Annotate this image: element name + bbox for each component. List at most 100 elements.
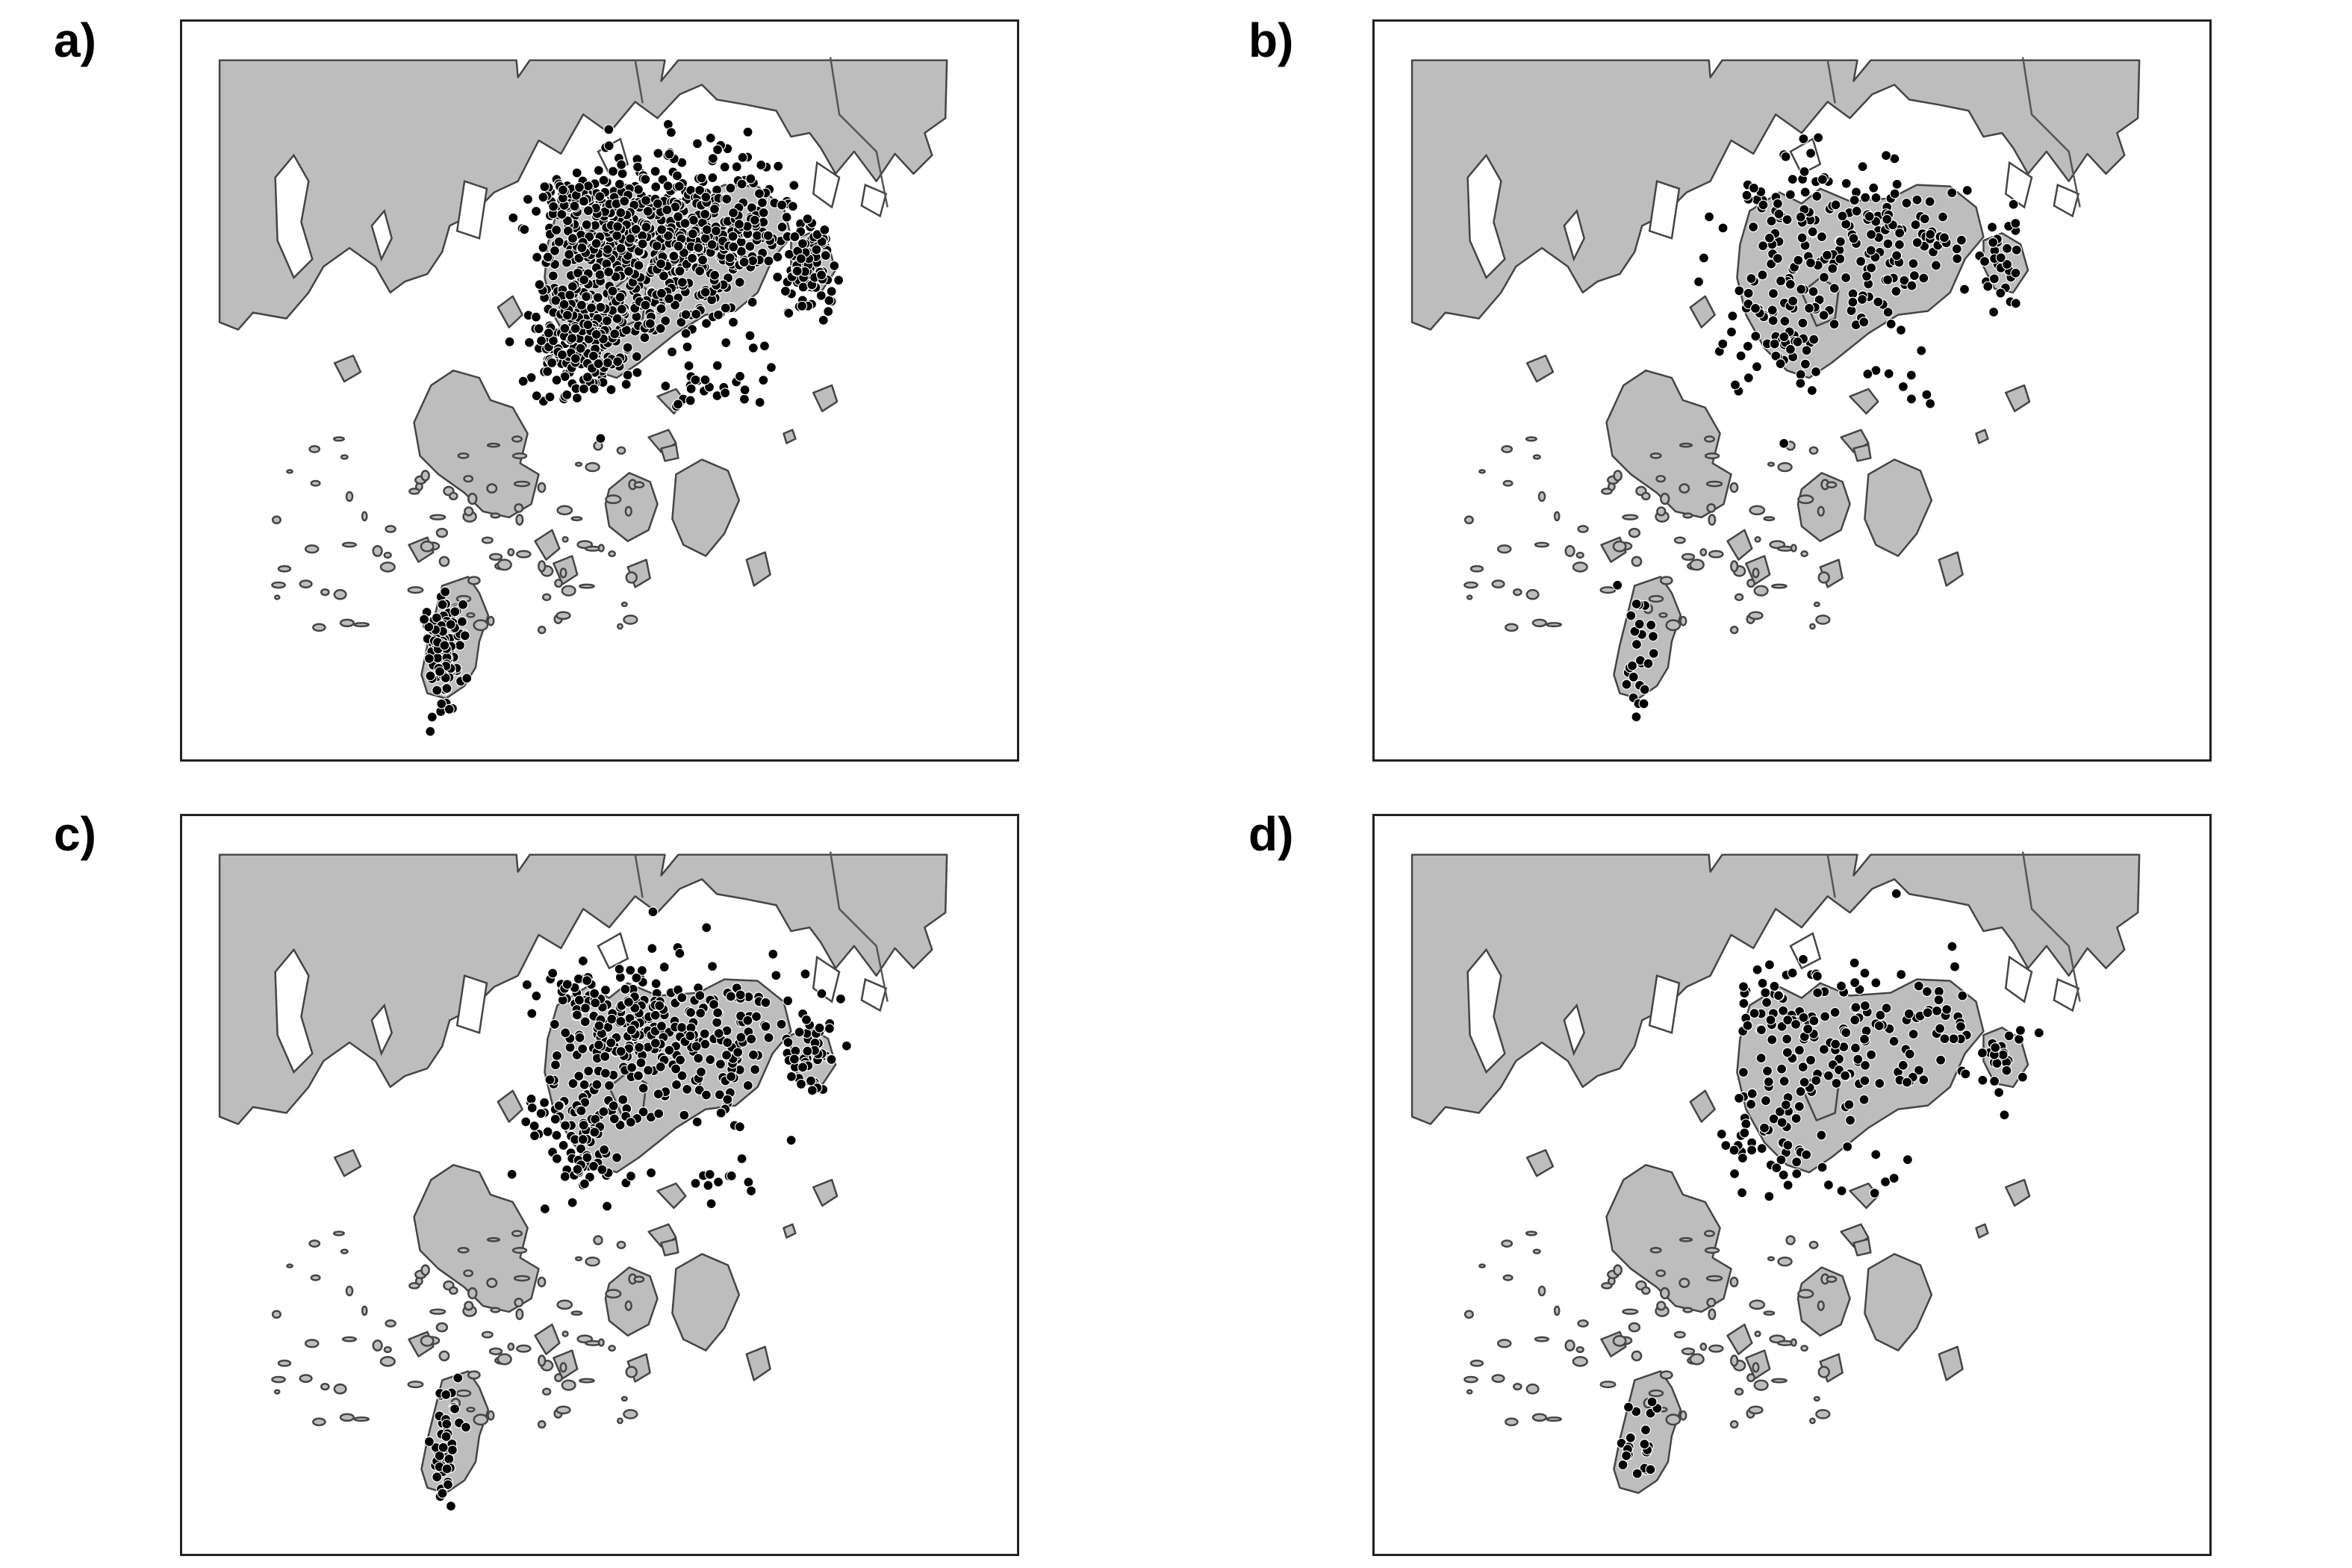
islet <box>1577 1319 1589 1328</box>
county-border <box>1826 854 1836 898</box>
islet <box>1730 560 1739 573</box>
sighting-point <box>653 1089 664 1100</box>
sighting-point <box>1782 214 1793 225</box>
sighting-point <box>1895 325 1907 336</box>
sighting-point <box>419 614 430 625</box>
sighting-point <box>609 329 620 340</box>
sighting-point <box>559 323 570 334</box>
sighting-point <box>1798 133 1809 145</box>
sighting-point <box>614 178 625 190</box>
sighting-point <box>1631 1468 1643 1479</box>
sighting-point <box>1995 252 2006 264</box>
sighting-point <box>806 1085 818 1096</box>
sighting-point <box>444 703 455 715</box>
sighting-point <box>1774 1106 1785 1117</box>
sighting-point <box>622 370 633 381</box>
bay-water <box>455 180 488 240</box>
sighting-point <box>1875 1009 1886 1021</box>
sighting-point <box>650 978 662 989</box>
sighting-point <box>588 350 599 361</box>
islet <box>299 579 313 589</box>
sighting-point <box>1899 275 1910 286</box>
sighting-point <box>734 276 745 288</box>
sighting-point <box>602 357 613 368</box>
islet <box>1826 481 1838 489</box>
islet <box>574 461 582 467</box>
island <box>1796 472 1851 543</box>
sighting-point <box>1628 671 1639 682</box>
sighting-point <box>553 236 564 247</box>
sighting-point <box>600 1051 611 1063</box>
sighting-point <box>551 225 562 236</box>
island <box>534 529 561 561</box>
sighting-point <box>1840 1070 1851 1081</box>
islet <box>1815 615 1831 625</box>
sighting-point <box>1856 293 1868 305</box>
sighting-point <box>543 327 554 339</box>
islet <box>570 516 583 522</box>
map-panel-c <box>180 814 1019 1556</box>
sighting-point <box>1773 990 1785 1001</box>
sighting-point <box>726 1170 737 1181</box>
sighting-point <box>550 295 561 306</box>
sighting-point <box>1647 631 1658 642</box>
sighting-point <box>728 208 739 219</box>
islet <box>1575 551 1584 559</box>
sighting-point <box>712 1177 724 1188</box>
islet <box>1809 1417 1816 1425</box>
sighting-point <box>1891 888 1902 899</box>
islet <box>1513 588 1522 597</box>
county-border <box>2021 851 2081 1002</box>
sighting-point <box>549 1018 560 1030</box>
sighting-point <box>615 1015 626 1027</box>
islet <box>408 488 420 495</box>
sighting-point <box>538 242 549 253</box>
islet <box>1640 1286 1651 1295</box>
island <box>1796 1266 1851 1337</box>
sighting-point <box>595 433 606 444</box>
islet <box>1797 1289 1814 1299</box>
sighting-point <box>576 1105 587 1116</box>
sighting-point <box>547 357 558 368</box>
sighting-point <box>2017 1071 2028 1083</box>
sighting-point <box>1935 1054 1947 1065</box>
islet <box>457 1247 470 1254</box>
sighting-point <box>1847 296 1858 308</box>
sighting-point <box>660 380 671 391</box>
sighting-point <box>1921 986 1932 998</box>
sighting-point <box>683 360 694 372</box>
islet <box>1767 1256 1775 1262</box>
sighting-point <box>425 671 436 682</box>
sighting-point <box>733 219 745 230</box>
bay-water <box>860 977 888 1012</box>
islet <box>467 1287 478 1300</box>
sighting-point <box>625 1116 636 1128</box>
islet <box>1463 1310 1474 1319</box>
islet <box>1501 1239 1513 1248</box>
sighting-point <box>1925 398 1936 409</box>
sighting-point <box>1746 1098 1757 1110</box>
islet <box>1708 550 1724 559</box>
sighting-point <box>719 161 730 172</box>
sighting-point <box>1791 1168 1802 1180</box>
sighting-point <box>526 1008 538 1019</box>
sighting-point <box>1949 961 1961 972</box>
sighting-point <box>691 138 703 149</box>
islet <box>1659 576 1673 585</box>
islet <box>361 511 368 522</box>
islet <box>516 1344 532 1353</box>
island <box>671 1253 741 1351</box>
sighting-point <box>1764 959 1775 971</box>
islet <box>1655 1269 1667 1278</box>
sighting-point <box>1758 240 1769 252</box>
island <box>1852 1238 1872 1257</box>
mainland-coast <box>1410 853 2141 1125</box>
sighting-point <box>676 277 688 288</box>
sighting-point <box>816 270 827 281</box>
sighting-point <box>1646 620 1657 631</box>
islet <box>277 564 292 573</box>
sighting-point <box>606 384 617 395</box>
sighting-point <box>1791 1157 1802 1168</box>
islet <box>1613 1264 1623 1276</box>
sighting-point <box>734 1121 745 1133</box>
